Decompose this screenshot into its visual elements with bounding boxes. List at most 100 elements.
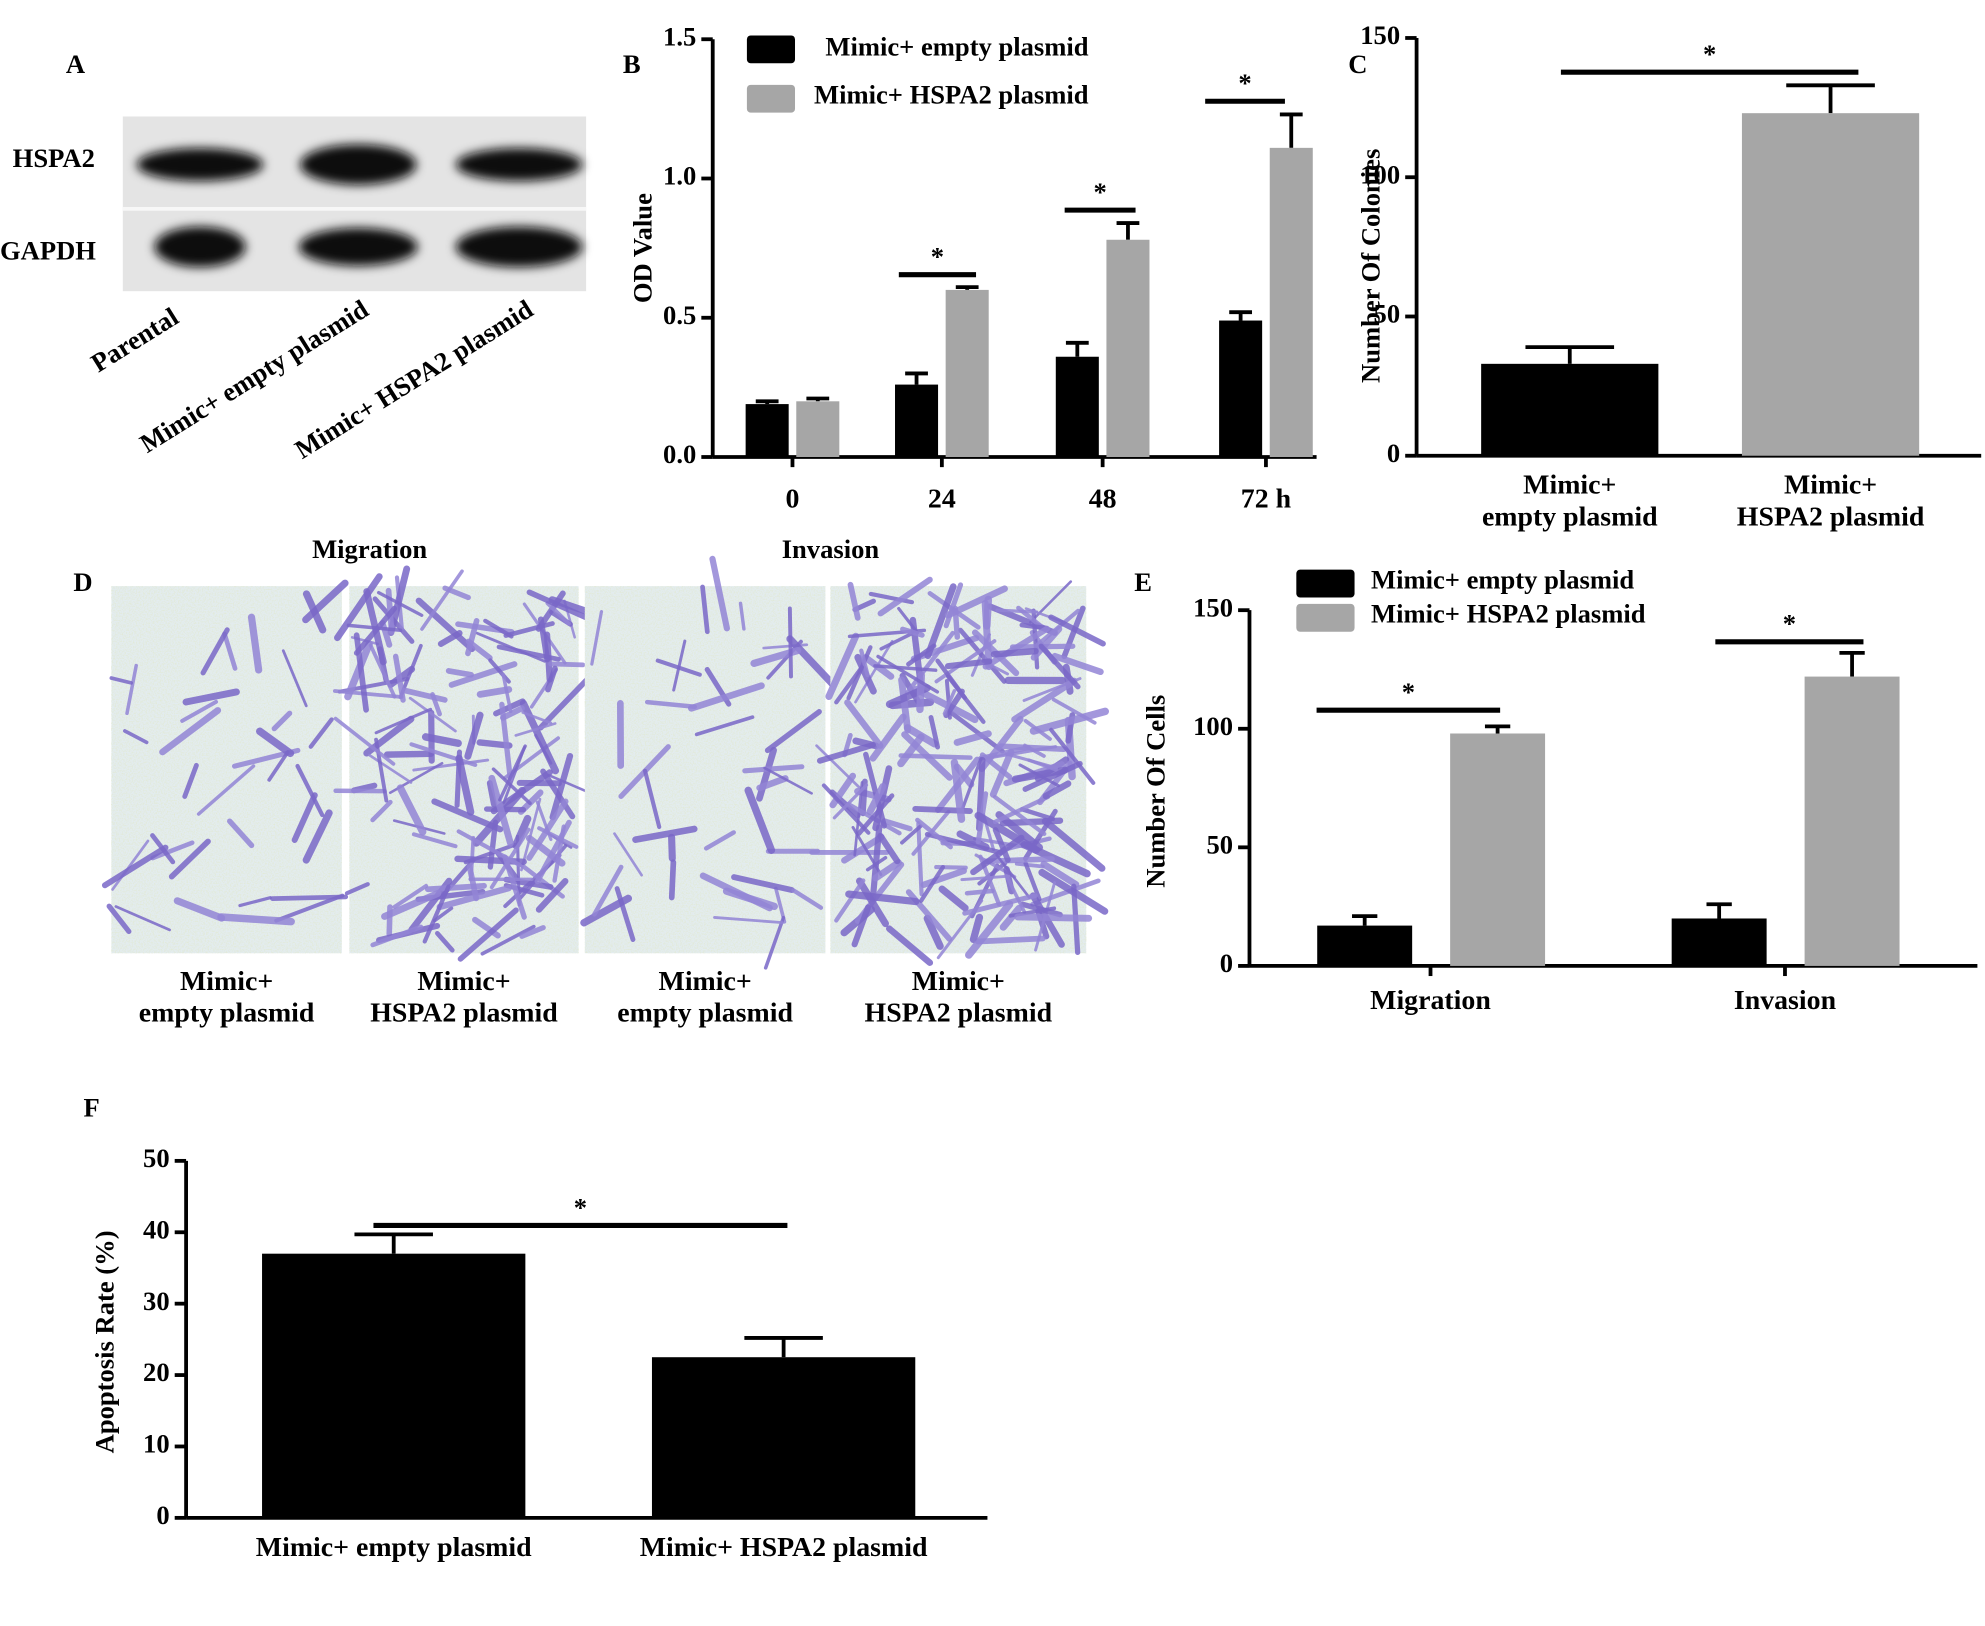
cell bbox=[763, 766, 813, 795]
cell bbox=[877, 576, 933, 617]
cell bbox=[953, 730, 992, 746]
cell bbox=[270, 894, 349, 901]
y-tick-label: 0.0 bbox=[663, 439, 696, 469]
cell bbox=[488, 774, 514, 847]
cell bbox=[970, 834, 1025, 876]
cell bbox=[614, 886, 636, 942]
cell bbox=[381, 889, 442, 920]
cell bbox=[876, 654, 940, 694]
cell bbox=[961, 757, 983, 809]
cell bbox=[816, 741, 876, 764]
cell bbox=[376, 590, 424, 617]
cell bbox=[502, 854, 527, 920]
y-tick-label: 1.5 bbox=[663, 21, 696, 51]
cell bbox=[832, 783, 869, 820]
significance-label: * bbox=[1703, 39, 1716, 69]
cell bbox=[383, 750, 435, 758]
cell bbox=[334, 573, 383, 642]
cell bbox=[308, 717, 334, 749]
cell bbox=[432, 906, 454, 923]
panel-label: C bbox=[1348, 49, 1367, 79]
cell bbox=[872, 859, 902, 882]
y-tick-label: 50 bbox=[143, 1143, 170, 1173]
cell bbox=[353, 632, 369, 713]
blot-band bbox=[300, 144, 417, 185]
y-tick-label: 30 bbox=[143, 1286, 170, 1316]
cell bbox=[938, 885, 969, 912]
y-tick-label: 150 bbox=[1193, 592, 1233, 622]
cell bbox=[709, 555, 730, 632]
cell bbox=[333, 716, 396, 766]
cell bbox=[545, 601, 571, 626]
cell bbox=[900, 626, 925, 638]
cell bbox=[995, 853, 1031, 899]
cell bbox=[897, 733, 925, 768]
cell bbox=[699, 872, 773, 912]
y-axis-label: Number Of Cells bbox=[1140, 695, 1170, 888]
cell bbox=[537, 616, 551, 663]
cell bbox=[868, 591, 915, 605]
lane-label: Parental bbox=[86, 301, 184, 378]
cell bbox=[548, 661, 586, 668]
legend-label: Mimic+ empty plasmid bbox=[825, 31, 1088, 61]
cell bbox=[445, 668, 474, 678]
bar bbox=[745, 404, 789, 458]
cell bbox=[853, 781, 864, 857]
row-label: HSPA2 bbox=[13, 143, 95, 173]
cell bbox=[370, 924, 424, 948]
cell bbox=[1029, 707, 1109, 735]
y-axis-label: OD Value bbox=[628, 193, 658, 303]
cell bbox=[173, 897, 226, 922]
panel-label: F bbox=[84, 1092, 100, 1122]
cell bbox=[962, 893, 1038, 916]
legend-swatch bbox=[1296, 569, 1355, 598]
cell bbox=[526, 589, 595, 623]
cell bbox=[791, 888, 824, 910]
cell bbox=[1004, 874, 1027, 914]
cell bbox=[271, 710, 293, 732]
blot-band bbox=[455, 148, 583, 182]
significance-label: * bbox=[1093, 177, 1106, 207]
cell bbox=[1019, 622, 1049, 631]
cell bbox=[442, 585, 471, 601]
y-tick-label: 20 bbox=[143, 1357, 170, 1387]
cell bbox=[368, 753, 413, 784]
cell bbox=[981, 856, 1055, 865]
cell bbox=[672, 639, 687, 692]
cell bbox=[644, 699, 698, 710]
x-tick-label: Migration bbox=[1370, 983, 1491, 1016]
cell bbox=[592, 864, 624, 917]
cell bbox=[944, 585, 1008, 619]
cell bbox=[534, 819, 572, 885]
x-tick-label: Mimic+ empty plasmid bbox=[1481, 468, 1658, 532]
cell bbox=[168, 838, 211, 880]
cell bbox=[182, 762, 199, 799]
cell bbox=[520, 797, 542, 872]
cell bbox=[881, 818, 913, 832]
cell bbox=[632, 825, 698, 843]
image-label: Mimic+ HSPA2 plasmid bbox=[864, 964, 1053, 1028]
cell bbox=[956, 830, 990, 851]
cell bbox=[915, 817, 953, 850]
legend-swatch bbox=[1296, 603, 1355, 632]
cell bbox=[872, 765, 893, 832]
cell bbox=[483, 618, 514, 639]
y-tick-label: 0 bbox=[156, 1500, 169, 1530]
y-tick-label: 40 bbox=[143, 1214, 170, 1244]
cell bbox=[217, 913, 295, 926]
cell bbox=[256, 727, 295, 758]
cell bbox=[370, 799, 393, 823]
cell bbox=[368, 643, 397, 699]
cell bbox=[422, 884, 451, 944]
cell bbox=[999, 904, 1023, 931]
cell bbox=[222, 631, 238, 671]
cell bbox=[960, 874, 1011, 882]
cell bbox=[687, 682, 765, 712]
x-tick-label: 48 bbox=[1088, 482, 1117, 514]
cell bbox=[500, 705, 525, 721]
cell bbox=[944, 658, 993, 670]
cell bbox=[291, 792, 318, 843]
cell bbox=[1038, 643, 1081, 690]
